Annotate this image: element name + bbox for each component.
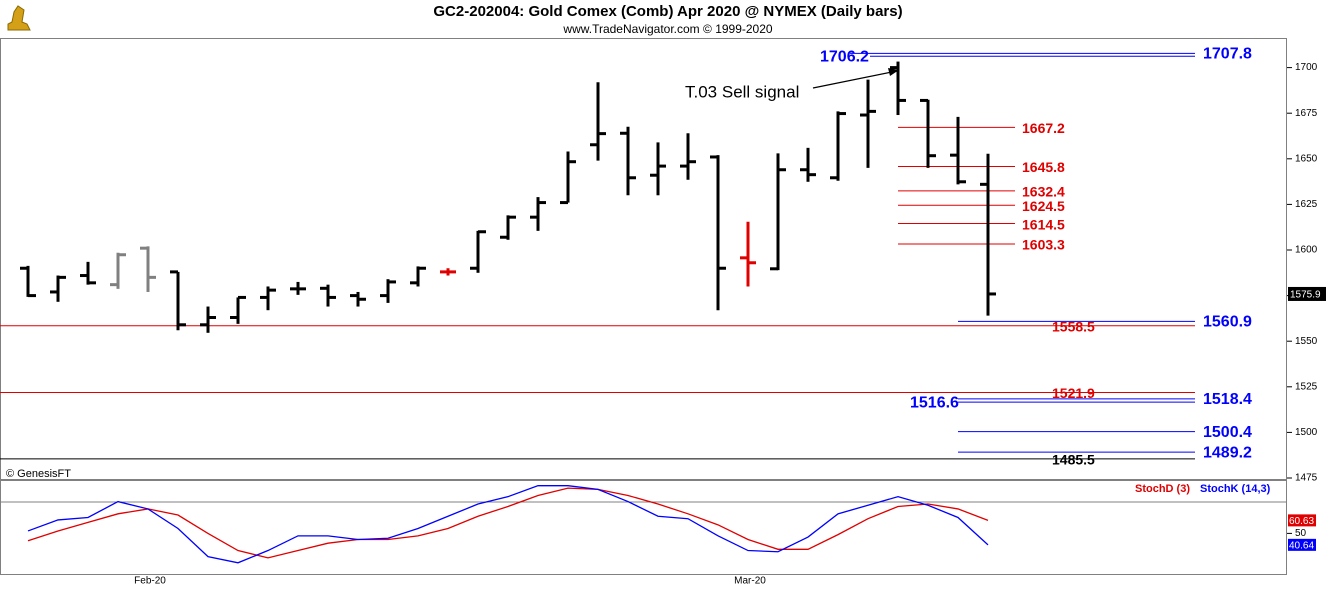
y-tick-label: 1650 <box>1295 153 1318 164</box>
level-label: 1645.8 <box>1022 159 1065 175</box>
last-value-label: 60.63 <box>1289 516 1314 527</box>
annotation-arrow <box>812 68 899 89</box>
last-value-box <box>1288 538 1316 551</box>
level-label: 1603.3 <box>1022 237 1065 253</box>
level-label: 1500.4 <box>1203 424 1252 441</box>
chart-title: GC2-202004: Gold Comex (Comb) Apr 2020 @… <box>433 3 902 20</box>
legend-entry: StochD (3) <box>1135 483 1190 495</box>
level-label: 1489.2 <box>1203 444 1252 461</box>
source: © GenesisFT <box>6 468 71 480</box>
last-value-box <box>1288 514 1316 527</box>
y-tick-label: 1475 <box>1295 473 1318 484</box>
level-label: 1667.2 <box>1022 120 1065 136</box>
x-tick-label: Feb-20 <box>134 576 166 587</box>
level-label: 1518.4 <box>1203 391 1252 408</box>
level-label: 1516.6 <box>910 394 959 411</box>
y-tick-label: 1700 <box>1295 62 1318 73</box>
y-tick-label: 1550 <box>1295 336 1318 347</box>
level-label: 1614.5 <box>1022 216 1065 232</box>
stoch-line <box>27 485 989 564</box>
logo <box>7 5 31 31</box>
y-tick-label: 1525 <box>1295 381 1318 392</box>
level-label: 1707.8 <box>1203 46 1252 63</box>
level-label: 1521.9 <box>1052 385 1095 401</box>
level-label: 1632.4 <box>1022 184 1065 200</box>
stoch-line <box>27 487 989 559</box>
price-panel <box>0 38 1287 480</box>
last-price-label: 1575.9 <box>1290 290 1321 301</box>
stoch-panel <box>0 480 1287 575</box>
y-tick-label: 1625 <box>1295 199 1318 210</box>
level-label: 1558.5 <box>1052 318 1095 334</box>
last-value-label: 40.64 <box>1289 540 1314 551</box>
annotation: T.03 Sell signal <box>685 82 799 101</box>
y-tick-label: 1500 <box>1295 427 1318 438</box>
level-label: 1485.5 <box>1052 452 1095 468</box>
legend-entry: StochK (14,3) <box>1200 483 1271 495</box>
y-tick-label: 1675 <box>1295 108 1318 119</box>
chart-subtitle: www.TradeNavigator.com © 1999-2020 <box>562 22 772 36</box>
level-label: 1560.9 <box>1203 314 1252 331</box>
last-price-box <box>1288 286 1326 301</box>
level-label: 1624.5 <box>1022 198 1065 214</box>
y-tick-label: 1600 <box>1295 245 1318 256</box>
y-tick-label: 50 <box>1295 528 1307 539</box>
level-label: 1706.2 <box>820 49 869 66</box>
x-tick-label: Mar-20 <box>734 576 766 587</box>
